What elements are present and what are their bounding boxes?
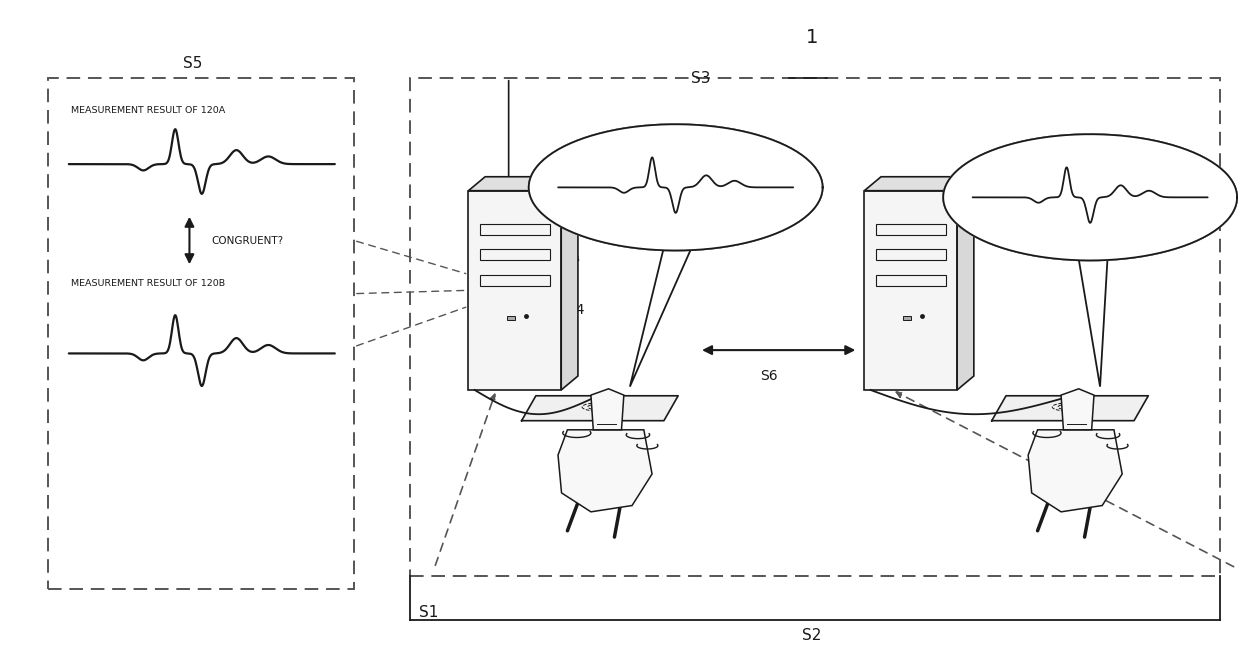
- Text: 100A: 100A: [539, 234, 572, 247]
- Polygon shape: [992, 396, 1148, 421]
- Polygon shape: [944, 134, 1238, 260]
- Polygon shape: [1079, 253, 1107, 387]
- Text: S6: S6: [760, 369, 777, 383]
- Bar: [875, 223, 946, 235]
- Polygon shape: [864, 191, 957, 390]
- Polygon shape: [1061, 389, 1094, 430]
- Polygon shape: [630, 244, 693, 387]
- Polygon shape: [591, 389, 624, 430]
- Text: S2: S2: [802, 628, 821, 644]
- Polygon shape: [469, 177, 578, 191]
- Polygon shape: [558, 430, 652, 512]
- Polygon shape: [1028, 430, 1122, 512]
- Polygon shape: [944, 134, 1238, 260]
- Text: S1: S1: [419, 604, 438, 620]
- Text: S3: S3: [691, 71, 711, 87]
- Text: MEASUREMENT RESULT OF 120A: MEASUREMENT RESULT OF 120A: [71, 107, 224, 115]
- Polygon shape: [562, 177, 578, 390]
- Bar: [480, 223, 549, 235]
- Bar: [507, 316, 515, 320]
- Text: 100B: 100B: [935, 234, 968, 247]
- Polygon shape: [528, 124, 822, 251]
- Bar: [480, 249, 549, 260]
- Text: 120A: 120A: [560, 397, 593, 410]
- Bar: [875, 275, 946, 286]
- Polygon shape: [864, 177, 973, 191]
- Polygon shape: [469, 191, 562, 390]
- Text: 120B: 120B: [1040, 397, 1073, 410]
- Polygon shape: [957, 177, 973, 390]
- Bar: [480, 275, 549, 286]
- Text: S4: S4: [567, 303, 584, 317]
- Polygon shape: [528, 124, 822, 251]
- Polygon shape: [522, 396, 678, 421]
- Text: S5: S5: [184, 56, 203, 71]
- Bar: [903, 316, 910, 320]
- Text: MEASUREMENT RESULT OF 120B: MEASUREMENT RESULT OF 120B: [71, 279, 224, 288]
- Text: 1: 1: [806, 28, 818, 47]
- Text: CONGRUENT?: CONGRUENT?: [212, 235, 284, 245]
- Bar: [875, 249, 946, 260]
